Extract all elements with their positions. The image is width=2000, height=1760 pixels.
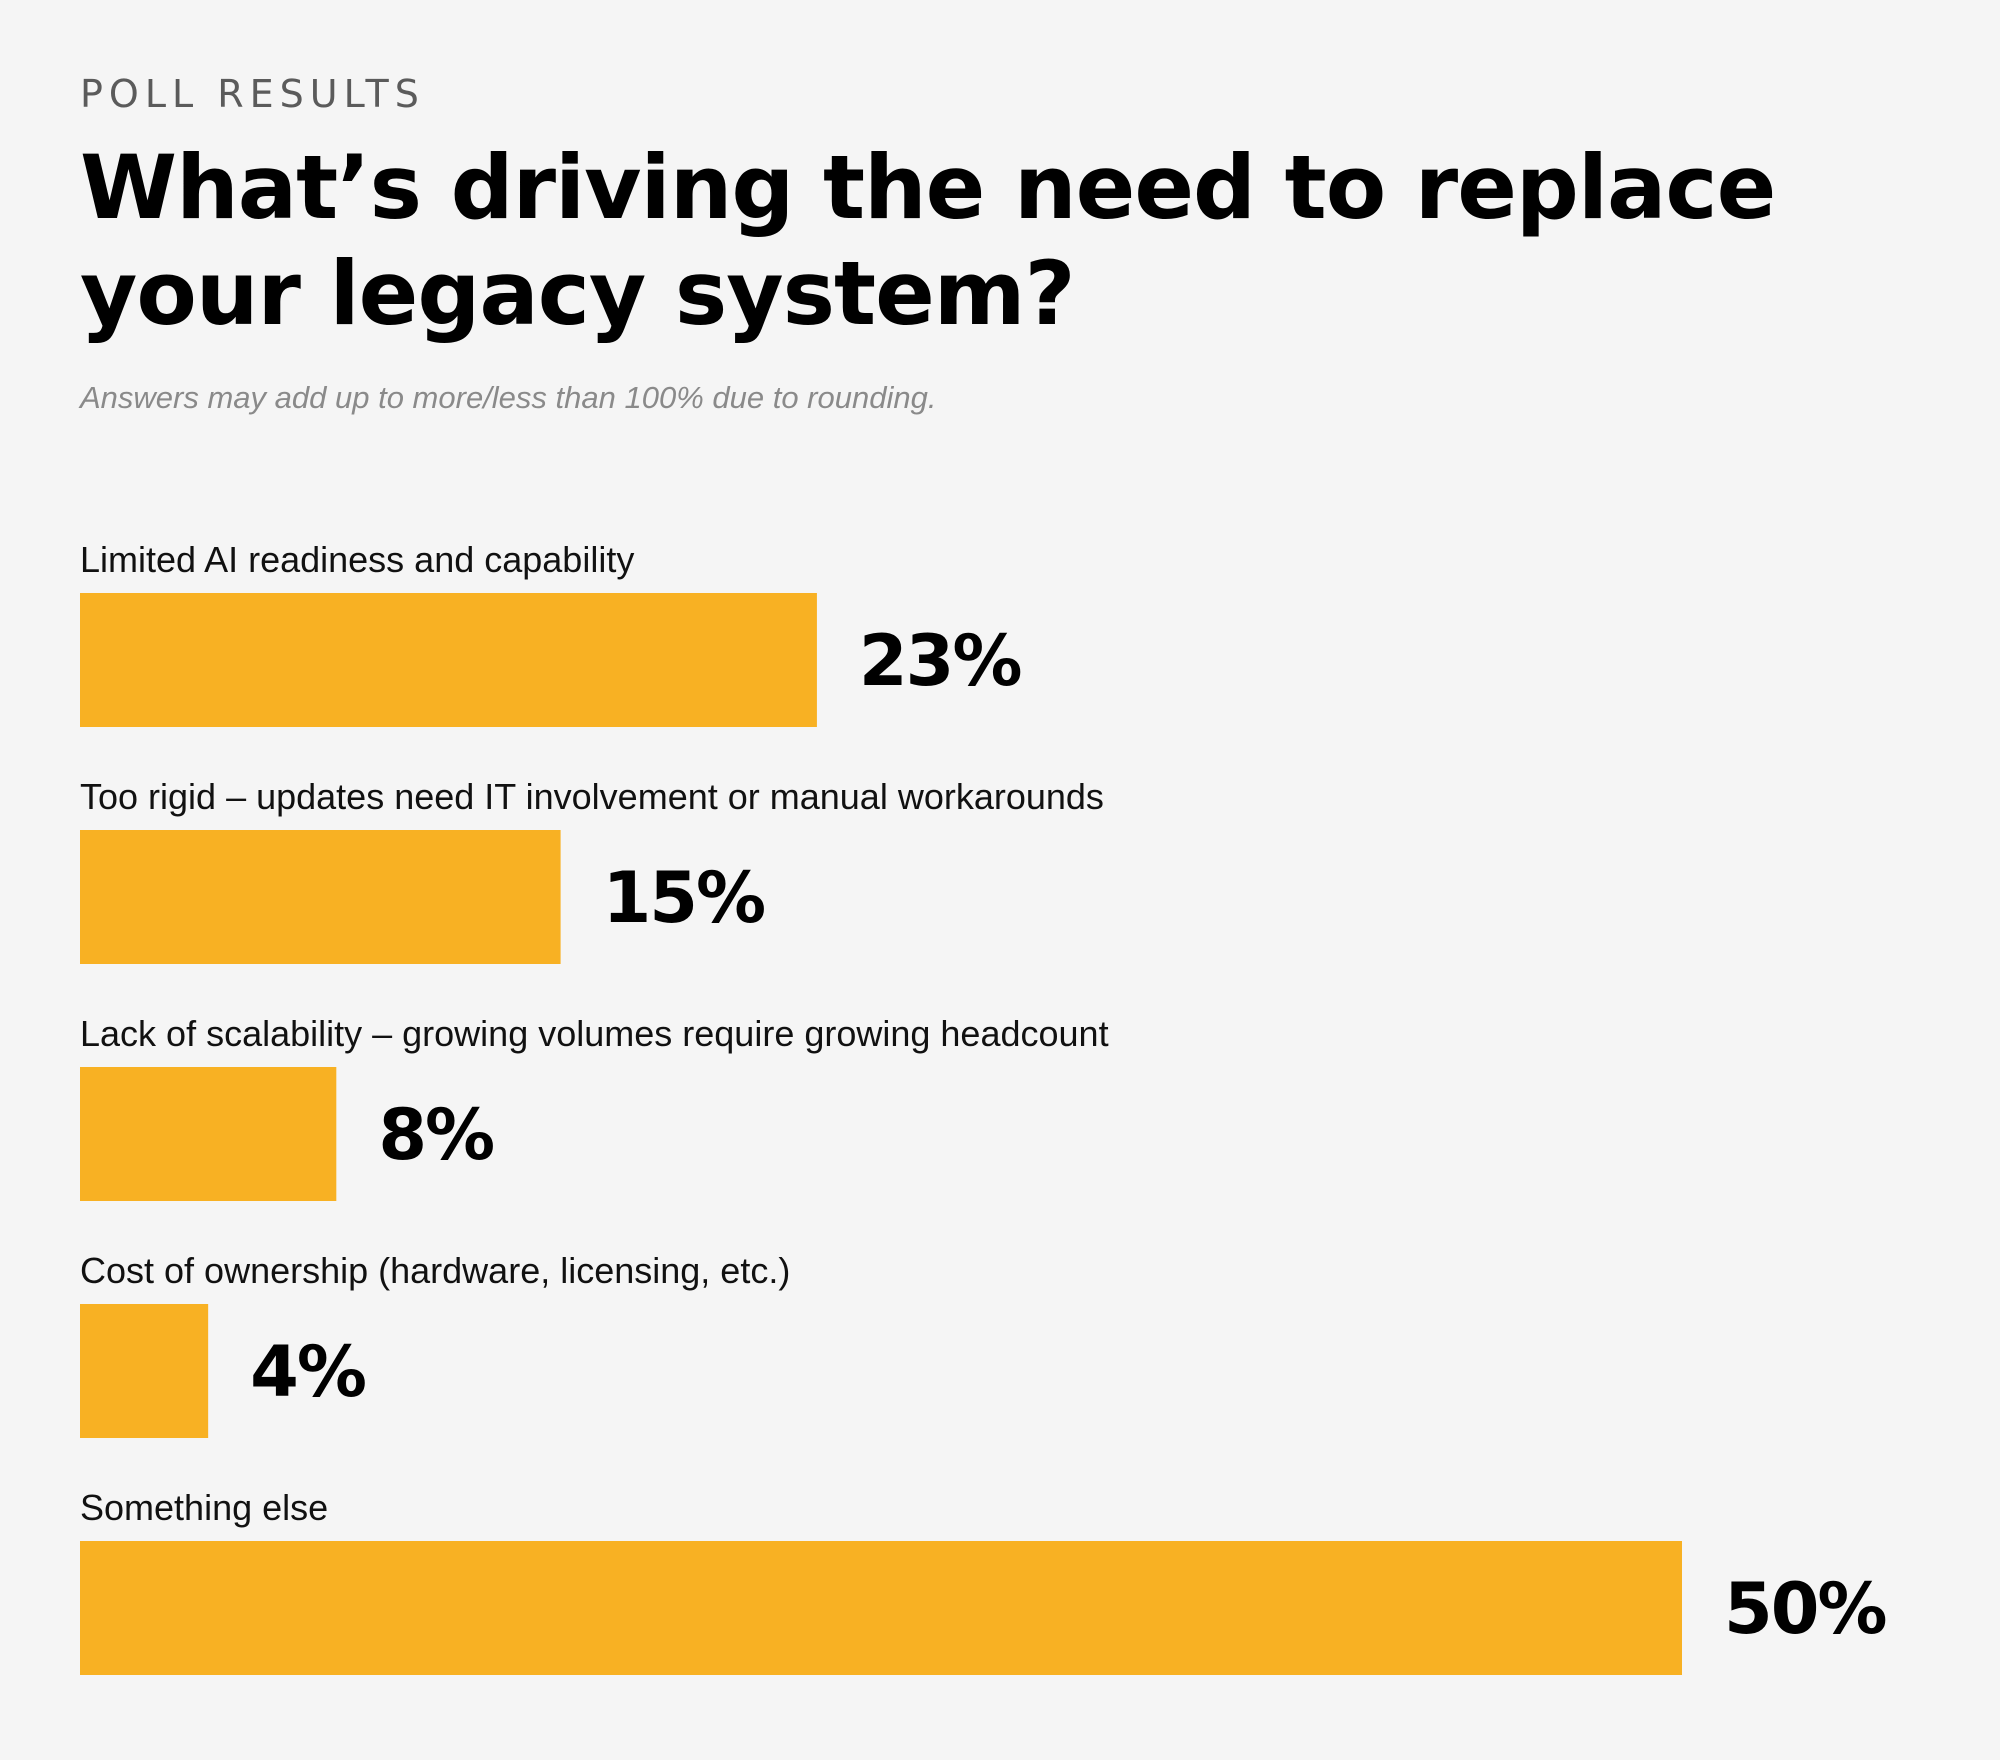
bar [80, 1067, 337, 1201]
page-title: What’s driving the need to replace your … [80, 136, 1776, 345]
value-label: 15% [603, 857, 765, 939]
bar [80, 1304, 209, 1438]
bar [80, 1541, 1682, 1675]
category-label: Cost of ownership (hardware, licensing, … [80, 1250, 790, 1291]
category-label: Lack of scalability – growing volumes re… [80, 1013, 1109, 1054]
value-label: 50% [1724, 1568, 1886, 1650]
category-label: Something else [80, 1487, 328, 1528]
value-label: 4% [250, 1331, 365, 1413]
category-label: Too rigid – updates need IT involvement … [80, 776, 1104, 817]
value-label: 8% [378, 1094, 493, 1176]
rounding-note: Answers may add up to more/less than 100… [80, 380, 937, 415]
value-label: 23% [859, 620, 1021, 702]
category-label: Limited AI readiness and capability [80, 539, 634, 580]
bar [80, 593, 817, 727]
kicker: POLL RESULTS [80, 72, 425, 116]
bar [80, 830, 561, 964]
